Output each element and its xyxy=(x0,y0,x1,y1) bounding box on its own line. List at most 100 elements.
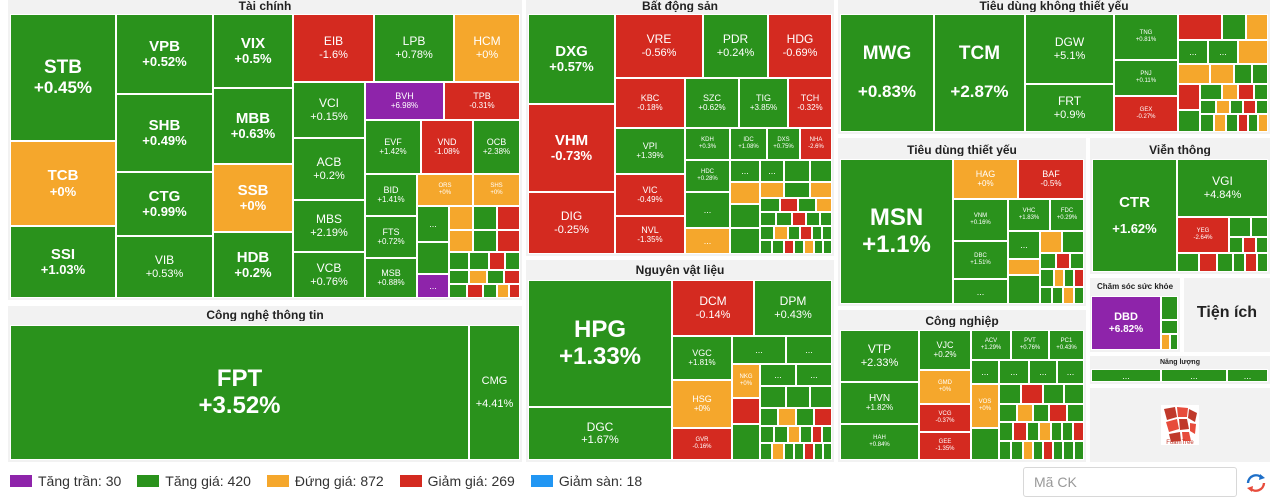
tile-TCH[interactable]: TCH -0.32% xyxy=(788,78,832,128)
tile-small[interactable] xyxy=(1246,14,1268,40)
tile-EVF[interactable]: EVF +1.42% xyxy=(365,120,421,174)
tile-small[interactable] xyxy=(1043,441,1053,460)
tile-VGC[interactable]: VGC +1.81% xyxy=(672,336,732,380)
tile-small[interactable] xyxy=(1178,14,1222,40)
tile-small[interactable] xyxy=(776,212,792,226)
tile-small[interactable] xyxy=(504,270,520,284)
tile-small[interactable] xyxy=(1051,422,1062,441)
tile-NKG[interactable]: NKG +0% xyxy=(732,364,760,398)
tile-small[interactable] xyxy=(810,160,832,182)
tile-small[interactable] xyxy=(1252,64,1268,84)
tile-small[interactable] xyxy=(760,182,784,198)
tile-VHM[interactable]: VHM -0.73% xyxy=(528,104,615,192)
tile-small[interactable] xyxy=(1063,287,1074,304)
tile-small[interactable] xyxy=(1214,114,1226,132)
tile-small[interactable] xyxy=(417,242,449,274)
tile-small[interactable] xyxy=(1245,253,1257,272)
tile-VGI[interactable]: VGI +4.84% xyxy=(1177,159,1268,217)
tile-small[interactable] xyxy=(1008,275,1040,304)
tile-more[interactable]: ... xyxy=(760,160,784,182)
tile-small[interactable] xyxy=(473,230,497,252)
tile-small[interactable] xyxy=(760,408,778,426)
tile-small[interactable] xyxy=(1053,441,1063,460)
tile-HDB[interactable]: HDB +0.2% xyxy=(213,232,293,298)
tile-small[interactable] xyxy=(1243,237,1256,253)
tile-small[interactable] xyxy=(449,284,467,298)
tile-DGC[interactable]: DGC +1.67% xyxy=(528,407,672,460)
tile-GVR[interactable]: GVR -0.16% xyxy=(672,428,732,460)
tile-STB[interactable]: STB +0.45% xyxy=(10,14,116,141)
tile-small[interactable] xyxy=(760,198,780,212)
tile-small[interactable] xyxy=(804,443,814,460)
tile-small[interactable] xyxy=(774,226,788,240)
tile-small[interactable] xyxy=(971,428,999,460)
tile-small[interactable] xyxy=(1200,100,1216,114)
tile-small[interactable] xyxy=(760,386,786,408)
tile-MWG[interactable]: MWG +0.83% xyxy=(840,14,934,132)
tile-small[interactable] xyxy=(760,240,772,254)
tile-small[interactable] xyxy=(1033,404,1049,422)
tile-small[interactable] xyxy=(1200,84,1222,100)
tile-OCB[interactable]: OCB +2.38% xyxy=(473,120,520,174)
tile-HAG[interactable]: HAG +0% xyxy=(953,159,1018,199)
tile-more[interactable]: ... xyxy=(685,228,730,254)
tile-small[interactable] xyxy=(800,226,812,240)
tile-small[interactable] xyxy=(1039,422,1051,441)
tile-NVL[interactable]: NVL -1.35% xyxy=(615,216,685,254)
tile-small[interactable] xyxy=(1027,422,1039,441)
tile-small[interactable] xyxy=(784,160,810,182)
tile-small[interactable] xyxy=(999,384,1021,404)
tile-small[interactable] xyxy=(469,252,489,270)
tile-small[interactable] xyxy=(1238,40,1268,64)
tile-ACV[interactable]: ACV +1.29% xyxy=(971,330,1011,360)
tile-more[interactable]: ... xyxy=(1029,360,1057,384)
tile-small[interactable] xyxy=(1021,384,1043,404)
tile-small[interactable] xyxy=(1064,384,1084,404)
tile-PVT[interactable]: PVT +0.76% xyxy=(1011,330,1049,360)
tile-small[interactable] xyxy=(800,426,812,443)
tile-small[interactable] xyxy=(820,212,832,226)
refresh-icon[interactable] xyxy=(1244,471,1268,495)
tile-DGW[interactable]: DGW +5.1% xyxy=(1025,14,1114,84)
tile-IDC[interactable]: IDC +1.08% xyxy=(730,128,767,160)
tile-small[interactable] xyxy=(814,240,823,254)
tile-EIB[interactable]: EIB -1.6% xyxy=(293,14,374,82)
tile-small[interactable] xyxy=(730,204,760,228)
tile-KDH[interactable]: KDH +0.3% xyxy=(685,128,730,160)
tile-small[interactable] xyxy=(730,228,760,254)
tile-small[interactable] xyxy=(812,426,822,443)
tile-FPT[interactable]: FPT +3.52% xyxy=(10,325,469,460)
tile-small[interactable] xyxy=(1210,64,1234,84)
tile-small[interactable] xyxy=(812,226,822,240)
tile-LPB[interactable]: LPB +0.78% xyxy=(374,14,454,82)
tile-small[interactable] xyxy=(487,270,504,284)
tile-HDG[interactable]: HDG -0.69% xyxy=(768,14,832,78)
tile-VHC[interactable]: VHC +1.83% xyxy=(1008,199,1050,231)
tile-small[interactable] xyxy=(489,252,505,270)
tile-more[interactable]: ... xyxy=(1008,231,1040,259)
tile-SSI[interactable]: SSI +1.03% xyxy=(10,226,116,298)
tile-VIC[interactable]: VIC -0.49% xyxy=(615,174,685,216)
tile-small[interactable] xyxy=(1074,441,1084,460)
tile-VCI[interactable]: VCI +0.15% xyxy=(293,82,365,138)
tile-small[interactable] xyxy=(774,426,788,443)
tile-more[interactable]: ... xyxy=(730,160,760,182)
tile-more[interactable]: ... xyxy=(953,279,1008,304)
tile-small[interactable] xyxy=(1229,237,1243,253)
tile-small[interactable] xyxy=(1054,269,1064,287)
tile-small[interactable] xyxy=(999,441,1011,460)
tile-small[interactable] xyxy=(1178,110,1200,132)
tile-MSN[interactable]: MSN +1.1% xyxy=(840,159,953,304)
tile-TIG[interactable]: TIG +3.85% xyxy=(739,78,788,128)
tile-MBB[interactable]: MBB +0.63% xyxy=(213,88,293,164)
tile-small[interactable] xyxy=(1064,269,1074,287)
tile-small[interactable] xyxy=(814,408,832,426)
tile-DBC[interactable]: DBC +1.51% xyxy=(953,241,1008,279)
tile-more[interactable]: ... xyxy=(1227,369,1268,382)
tile-small[interactable] xyxy=(1200,114,1214,132)
tile-small[interactable] xyxy=(1216,100,1230,114)
tile-small[interactable] xyxy=(1011,441,1023,460)
tile-small[interactable] xyxy=(1062,422,1073,441)
tile-more[interactable]: ... xyxy=(1161,369,1227,382)
tile-VRE[interactable]: VRE -0.56% xyxy=(615,14,703,78)
